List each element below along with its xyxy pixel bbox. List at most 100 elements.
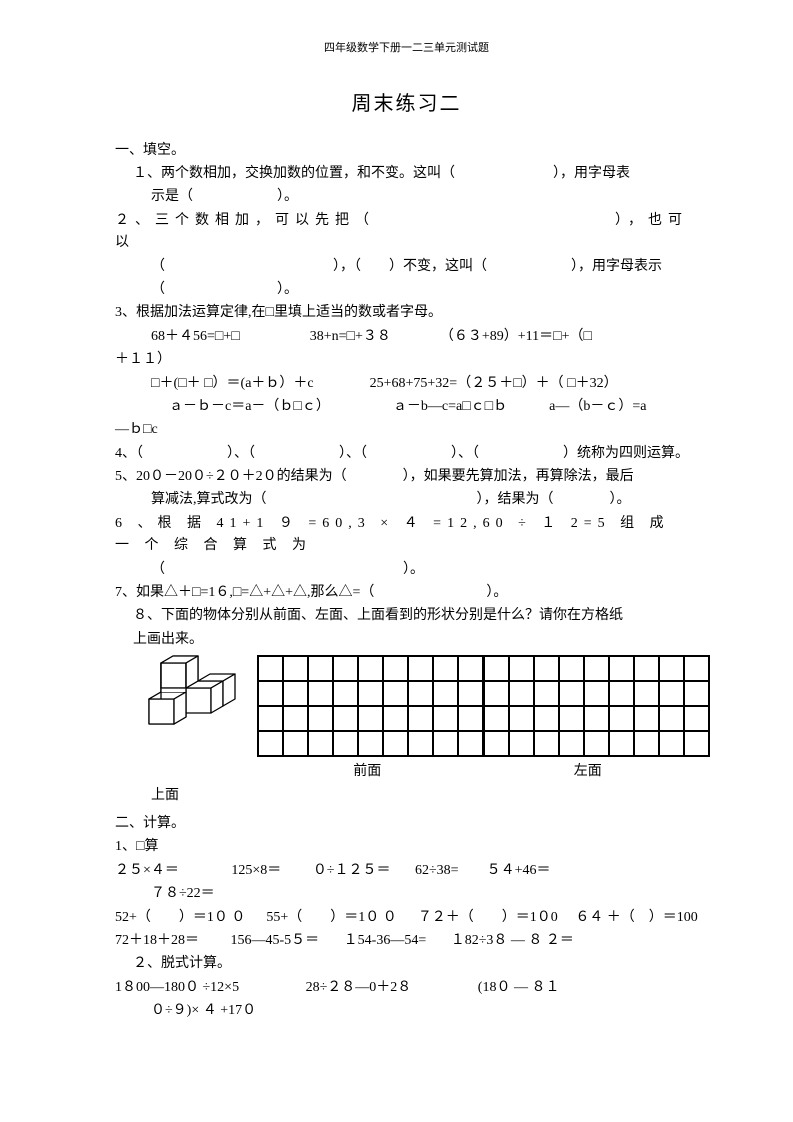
grid-label-front: 前面 xyxy=(257,761,478,783)
grid-cell xyxy=(659,731,684,756)
grid-cell xyxy=(408,731,433,756)
grid-cell xyxy=(659,656,684,681)
calc-2d: ６４ ＋（ ）＝100 xyxy=(575,910,698,925)
grid-cell xyxy=(484,706,509,731)
grid-cell xyxy=(484,731,509,756)
q3-line-f: ―ｂ□c xyxy=(115,419,698,441)
grid-cell xyxy=(383,681,408,706)
q3-line-b: 68＋４56=□+□ 38+n=□+３８ （６３+89）+11＝□+（□ xyxy=(115,326,698,348)
q7-line: 7、如果△＋□=1６,□=△+△+△,那么△=（ ）。 xyxy=(115,582,698,604)
calc-1c: ０÷１２５＝ xyxy=(313,863,391,878)
grid-cell xyxy=(383,731,408,756)
calc-1d: 62÷38= xyxy=(415,863,459,878)
calc-2a: 52+（ ）＝1０ ０ xyxy=(115,910,245,925)
calc-row-2: 52+（ ）＝1０ ０ 55+（ ）＝1０ ０ ７２＋（ ）＝1０0 ６４ ＋（… xyxy=(115,907,698,929)
q3-line-e: ａ－ｂ－c＝a－（ｂ□ｃ） ａ－b―c=a□ｃ□ｂ a―（b－ｃ）=a xyxy=(115,396,698,418)
calc-row-1: ２５×４＝ 125×8＝ ０÷１２５＝ 62÷38= ５４+46＝ xyxy=(115,860,698,882)
grid-cell xyxy=(408,706,433,731)
answer-grid-left xyxy=(483,655,710,757)
grid-cell xyxy=(659,681,684,706)
grid-cell xyxy=(433,706,458,731)
grid-cell xyxy=(509,706,534,731)
q4-line: 4、（ ）、（ ）、（ ）、（ ）统称为四则运算。 xyxy=(115,443,698,465)
grid-cell xyxy=(559,731,584,756)
grid-cell xyxy=(534,731,559,756)
grid-cell xyxy=(408,656,433,681)
grid-cell xyxy=(584,706,609,731)
grid-labels-row: 前面 左面 xyxy=(257,761,698,783)
grid-cell xyxy=(333,731,358,756)
q8-line-c: 上面 xyxy=(115,785,698,807)
grid-cell xyxy=(559,706,584,731)
q1-line-a: １、两个数相加，交换加数的位置，和不变。这叫（ ），用字母表 xyxy=(115,163,698,185)
grid-cell xyxy=(684,706,709,731)
q3-line-c: ＋１１） xyxy=(115,349,698,371)
grid-cell xyxy=(609,656,634,681)
grid-cell xyxy=(634,731,659,756)
page-header: 四年级数学下册一二三单元测试题 xyxy=(115,40,698,58)
s2-q2-head: ２、脱式计算。 xyxy=(115,953,698,975)
expr-3b: ０÷９)× ４ +17０ xyxy=(115,1000,698,1022)
grid-cell xyxy=(609,681,634,706)
grid-cell xyxy=(283,656,308,681)
expr-1: 1８00―180０ ÷12×5 xyxy=(115,980,239,995)
s2-q1-head: 1、□算 xyxy=(115,836,698,858)
calc-1e: ５４+46＝ xyxy=(487,863,551,878)
grid-cell xyxy=(258,706,283,731)
grid-cell xyxy=(509,731,534,756)
grid-cell xyxy=(358,706,383,731)
grid-cell xyxy=(534,706,559,731)
grid-cell xyxy=(484,681,509,706)
grid-cell xyxy=(308,656,333,681)
grid-cell xyxy=(408,681,433,706)
q6-line-b: （ ）。 xyxy=(115,559,698,581)
calc-3b: 156―45-5５＝ xyxy=(231,933,320,948)
cube-figure xyxy=(139,655,249,735)
grid-label-left: 左面 xyxy=(478,761,699,783)
expr-2: 28÷２８―0＋2８ xyxy=(306,980,412,995)
calc-1b: 125×8＝ xyxy=(231,863,281,878)
grid-cell xyxy=(684,731,709,756)
grid-cell xyxy=(433,731,458,756)
grid-cell xyxy=(383,656,408,681)
grid-cell xyxy=(684,681,709,706)
grid-cell xyxy=(333,706,358,731)
grid-cell xyxy=(559,681,584,706)
grid-cell xyxy=(258,731,283,756)
grid-cell xyxy=(609,706,634,731)
calc-2b: 55+（ ）＝1０ ０ xyxy=(266,910,396,925)
grid-cell xyxy=(484,656,509,681)
grid-cell xyxy=(283,731,308,756)
grid-cell xyxy=(509,656,534,681)
calc-2c: ７２＋（ ）＝1０0 xyxy=(418,910,558,925)
grid-cell xyxy=(433,681,458,706)
grid-cell xyxy=(458,656,483,681)
q8-line-a: ８、下面的物体分别从前面、左面、上面看到的形状分别是什么？请你在方格纸 xyxy=(115,605,698,627)
grid-cell xyxy=(559,656,584,681)
grid-cell xyxy=(458,731,483,756)
grid-cell xyxy=(458,681,483,706)
section-2-head: 二、计算。 xyxy=(115,813,698,835)
grid-cell xyxy=(358,731,383,756)
grid-cell xyxy=(534,656,559,681)
q6-line-a: 6 、根 据 41+1 ９ =60,3 × ４ =12,60 ÷ １ 2=5 组… xyxy=(115,513,698,558)
q5-line-b: 算减法,算式改为（ ），结果为（ ）。 xyxy=(115,489,698,511)
grid-cell xyxy=(509,681,534,706)
q3-line-a: 3、根据加法运算定律,在□里填上适当的数或者字母。 xyxy=(115,302,698,324)
grid-cell xyxy=(609,731,634,756)
grid-cell xyxy=(433,656,458,681)
calc-3a: 72＋18＋28＝ xyxy=(115,933,199,948)
expr-3: (18０ ― ８１ xyxy=(478,980,560,995)
grid-cell xyxy=(333,656,358,681)
grid-cell xyxy=(258,681,283,706)
grid-cell xyxy=(659,706,684,731)
grid-cell xyxy=(634,656,659,681)
grid-cell xyxy=(383,706,408,731)
grid-cell xyxy=(308,731,333,756)
q1-line-b: 示是（ ）。 xyxy=(115,186,698,208)
grid-cell xyxy=(333,681,358,706)
section-1-head: 一、填空。 xyxy=(115,140,698,162)
page-title: 周末练习二 xyxy=(115,88,698,120)
grid-cell xyxy=(584,731,609,756)
calc-3c: １54-36―54= xyxy=(344,933,427,948)
